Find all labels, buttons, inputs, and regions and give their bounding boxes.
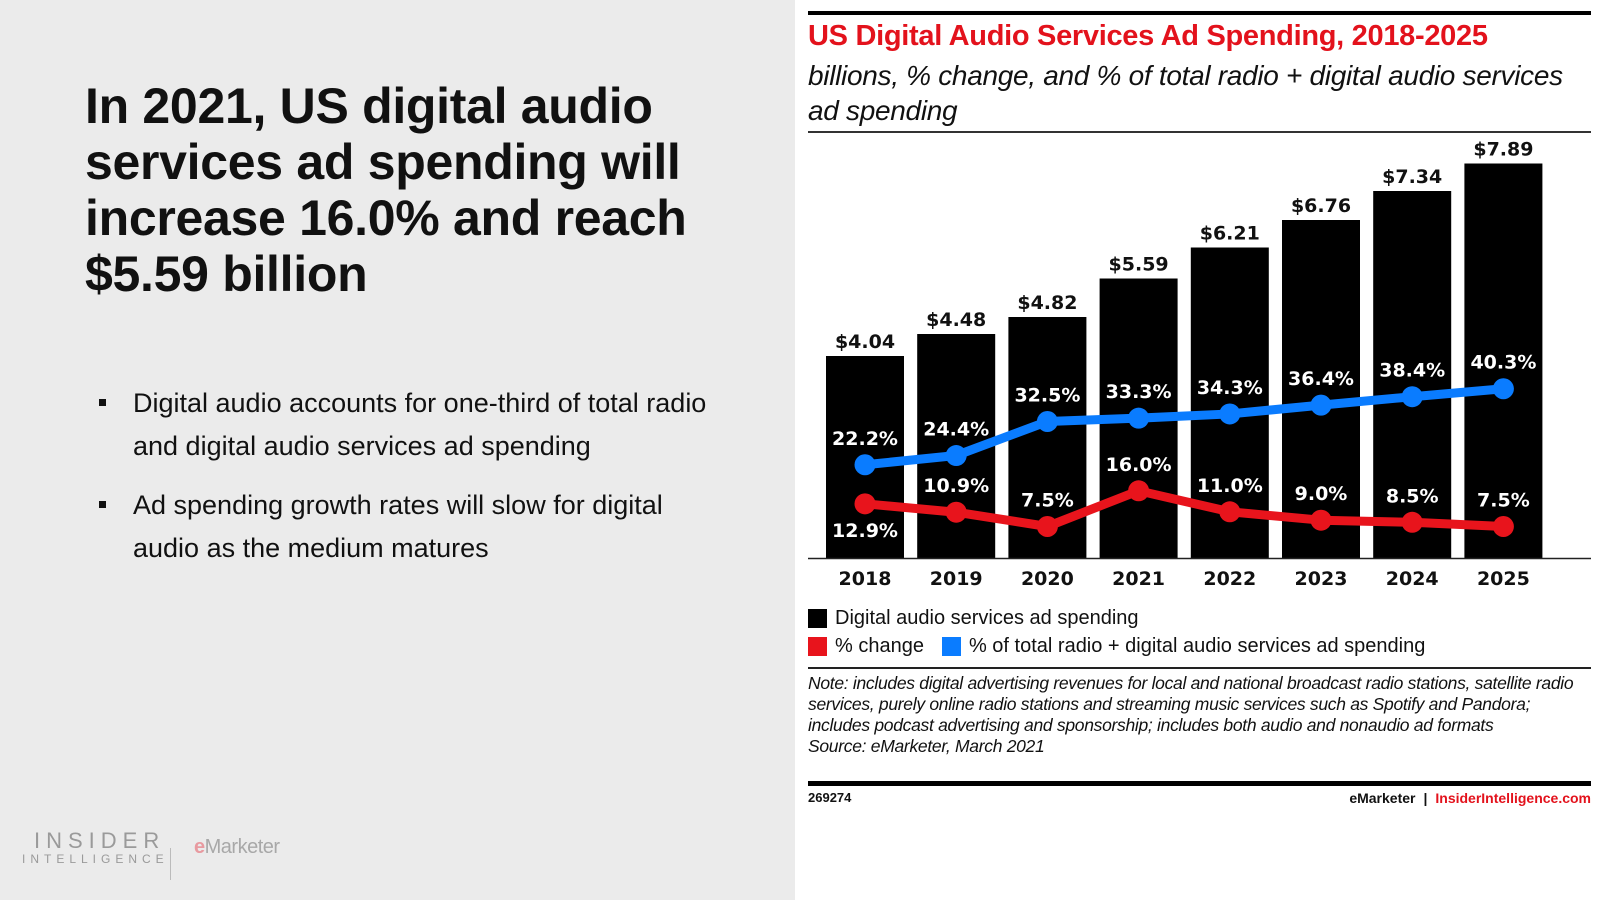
- footer-separator: |: [1423, 790, 1428, 806]
- pct-of-total-value-label: 32.5%: [1014, 385, 1080, 407]
- pct-of-total-value-label: 38.4%: [1379, 360, 1445, 382]
- logo-divider: [170, 848, 171, 880]
- bar-2024: [1373, 191, 1452, 558]
- pct-change-point: [1492, 516, 1514, 537]
- bullet-item: Digital audio accounts for one-third of …: [97, 382, 717, 468]
- legend-label: % of total radio + digital audio service…: [968, 634, 1426, 657]
- legend-label: % change: [835, 634, 924, 657]
- pct-of-total-point: [1219, 403, 1241, 425]
- x-tick-label: 2022: [1203, 568, 1256, 590]
- pct-change-point: [1401, 511, 1423, 533]
- pct-change-point: [1036, 516, 1058, 537]
- pct-change-point: [854, 493, 876, 515]
- x-tick-label: 2020: [1021, 568, 1074, 590]
- pct-change-value-label: 12.9%: [832, 520, 898, 542]
- left-panel: [0, 0, 795, 900]
- slide-headline: In 2021, US digital audio services ad sp…: [85, 78, 687, 302]
- pct-change-point: [945, 501, 967, 523]
- pct-change-point: [1219, 501, 1241, 523]
- bar-value-label: $7.34: [1382, 166, 1442, 188]
- pct-of-total-value-label: 34.3%: [1197, 377, 1263, 399]
- pct-of-total-value-label: 36.4%: [1288, 368, 1354, 390]
- footer-credits: eMarketer | InsiderIntelligence.com: [1349, 790, 1591, 806]
- pct-of-total-point: [1492, 378, 1514, 400]
- chart-id: 269274: [808, 790, 852, 805]
- pct-change-value-label: 9.0%: [1295, 483, 1348, 505]
- legend-swatch-blue: [941, 636, 961, 656]
- bar-value-label: $6.21: [1200, 223, 1260, 245]
- pct-change-value-label: 7.5%: [1021, 490, 1074, 512]
- footer-site-link[interactable]: InsiderIntelligence.com: [1435, 790, 1591, 806]
- emarketer-logo-e: e: [194, 836, 205, 858]
- top-rule: [808, 11, 1591, 15]
- chart-title: US Digital Audio Services Ad Spending, 2…: [808, 20, 1488, 52]
- bullet-item: Ad spending growth rates will slow for d…: [97, 484, 717, 570]
- chart-subtitle: billions, % change, and % of total radio…: [808, 60, 1563, 126]
- bar-value-label: $4.82: [1017, 292, 1077, 314]
- pct-change-value-label: 16.0%: [1106, 454, 1172, 476]
- legend-label: Digital audio services ad spending: [835, 606, 1139, 629]
- pct-of-total-value-label: 24.4%: [923, 419, 989, 441]
- x-tick-label: 2025: [1477, 568, 1530, 590]
- x-tick-label: 2018: [839, 568, 892, 590]
- subtitle-rule: [808, 131, 1591, 133]
- bar-value-label: $4.04: [835, 331, 895, 353]
- pct-of-total-point: [1128, 407, 1150, 429]
- legend-swatch-black: [808, 608, 827, 628]
- pct-of-total-point: [1036, 411, 1058, 432]
- footer-brand: eMarketer: [1349, 790, 1416, 806]
- pct-of-total-point: [1401, 386, 1423, 408]
- note-rule: [808, 667, 1591, 669]
- pct-change-line: [860, 486, 1508, 531]
- legend-row: % change % of total radio + digital audi…: [808, 632, 1425, 660]
- legend-row: Digital audio services ad spending: [808, 604, 1425, 632]
- bullet-text: Ad spending growth rates will slow for d…: [133, 490, 663, 563]
- bullet-list: Digital audio accounts for one-third of …: [97, 382, 717, 586]
- x-tick-label: 2019: [930, 568, 983, 590]
- pct-change-value-label: 10.9%: [923, 475, 989, 497]
- logo-line1: INSIDER: [34, 828, 166, 853]
- chart-legend: Digital audio services ad spending % cha…: [808, 604, 1425, 660]
- chart-plot: $4.04 $4.48 $4.82 $5.59 $6.21 $6.76 $7.34 $7.89…: [808, 139, 1591, 590]
- bullet-text: Digital audio accounts for one-third of …: [133, 388, 707, 461]
- pct-of-total-point: [854, 454, 876, 476]
- x-tick-label: 2024: [1386, 568, 1439, 590]
- footer-rule: [808, 781, 1591, 786]
- x-tick-label: 2021: [1112, 568, 1165, 590]
- legend-swatch-red: [808, 636, 827, 656]
- pct-change-point: [1128, 480, 1150, 502]
- pct-change-value-label: 11.0%: [1197, 475, 1263, 497]
- bar-value-label: $5.59: [1109, 254, 1169, 276]
- source-text: Source: eMarketer, March 2021: [808, 736, 1045, 756]
- pct-of-total-point: [1310, 394, 1332, 416]
- bullet-square-icon: [99, 501, 106, 508]
- pct-change-value-label: 7.5%: [1477, 490, 1530, 512]
- bar-value-label: $6.76: [1291, 195, 1351, 217]
- pct-of-total-point: [945, 445, 967, 467]
- bar-value-label: $7.89: [1473, 139, 1533, 161]
- emarketer-logo: eMarketer: [194, 836, 280, 859]
- pct-of-total-value-label: 22.2%: [832, 428, 898, 450]
- chart-note: Note: includes digital advertising reven…: [808, 673, 1591, 757]
- bar-2025: [1464, 163, 1543, 558]
- pct-of-total-value-label: 40.3%: [1470, 352, 1536, 374]
- x-tick-label: 2023: [1295, 568, 1348, 590]
- pct-of-total-line: [860, 384, 1508, 470]
- bar-value-label: $4.48: [926, 309, 986, 331]
- note-text: Note: includes digital advertising reven…: [808, 673, 1574, 735]
- pct-change-point: [1310, 509, 1332, 531]
- bar-2023: [1282, 220, 1360, 558]
- pct-change-value-label: 8.5%: [1386, 485, 1439, 507]
- bullet-square-icon: [99, 399, 106, 406]
- logo-line2: INTELLIGENCE: [22, 852, 169, 866]
- emarketer-logo-text: Marketer: [204, 836, 280, 858]
- pct-of-total-value-label: 33.3%: [1106, 381, 1172, 403]
